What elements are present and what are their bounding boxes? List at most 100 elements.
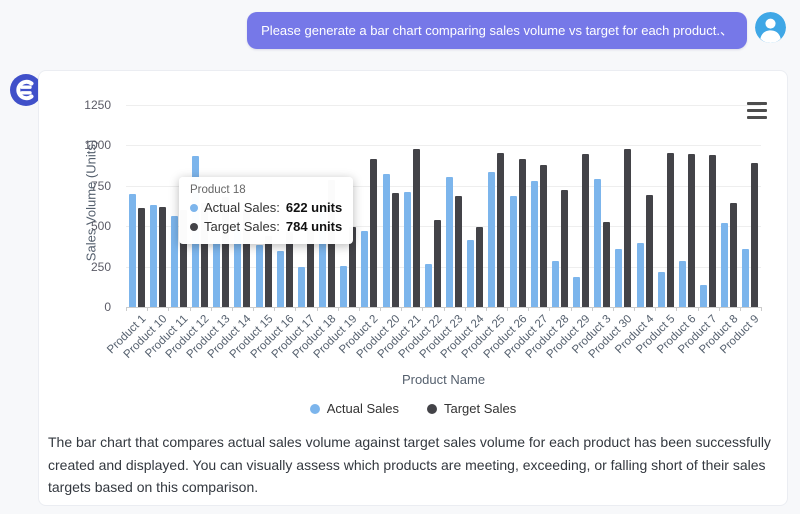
chart-tooltip: Product 18 Actual Sales: 622 units Target… [179,177,354,244]
user-avatar-icon [755,12,786,43]
bar-actual-sales-product-24[interactable] [467,240,475,307]
bar-target-sales-product-27[interactable] [539,165,547,307]
y-axis-tick-label: 750 [90,178,111,193]
bar-actual-sales-product-4[interactable] [636,242,644,307]
x-axis-tick [168,307,170,311]
hamburger-menu-icon[interactable] [747,102,767,119]
bar-target-sales-product-23[interactable] [455,196,462,307]
bar-target-sales-product-8[interactable] [730,203,738,307]
bar-target-sales-product-2[interactable] [370,158,378,307]
bar-actual-sales-product-23[interactable] [446,176,453,307]
gridline [126,266,761,268]
bar-target-sales-product-17[interactable] [306,229,314,307]
gridline [126,226,761,227]
legend-label: Actual Sales [326,401,399,416]
bar-target-sales-product-24[interactable] [476,226,484,307]
x-axis-tick [612,307,614,311]
bar-target-sales-product-1[interactable] [137,208,145,307]
bar-target-sales-product-14[interactable] [243,211,251,307]
x-axis-tick [443,307,445,311]
x-axis-tick [358,307,360,311]
bar-actual-sales-product-21[interactable] [403,191,411,307]
x-axis-tick [591,307,593,311]
bar-actual-sales-product-17[interactable] [297,267,305,307]
x-axis-tick [761,307,762,311]
gridline [126,185,761,187]
chart-legend: Actual Sales Target Sales [39,401,787,416]
bar-target-sales-product-19[interactable] [349,226,357,307]
bar-actual-sales-product-14[interactable] [234,222,242,307]
bar-actual-sales-product-16[interactable] [276,251,284,307]
bar-actual-sales-product-1[interactable] [128,193,136,307]
bar-target-sales-product-15[interactable] [264,235,272,307]
bar-actual-sales-product-20[interactable] [382,174,390,307]
x-axis-tick [655,307,657,311]
x-axis-tick [295,307,297,311]
bar-target-sales-product-3[interactable] [603,221,611,307]
x-axis-tick [231,307,233,311]
legend-item-target-sales[interactable]: Target Sales [427,401,516,416]
assistant-response-card: Sales Volume (Units) 0 250 500 750 1000 1250 … [38,70,788,506]
bar-actual-sales-product-22[interactable] [424,263,432,307]
bar-actual-sales-product-27[interactable] [530,181,538,307]
bar-target-sales-product-6[interactable] [687,153,695,307]
tooltip-series-dot-icon [190,203,198,212]
bar-target-sales-product-28[interactable] [560,189,568,307]
y-axis-tick-label: 250 [90,259,111,274]
x-axis-tick [697,307,699,311]
x-axis-tick [739,307,741,311]
bar-target-sales-product-10[interactable] [158,206,166,307]
bar-target-sales-product-7[interactable] [709,154,716,307]
bar-actual-sales-product-8[interactable] [721,222,729,307]
x-axis-tick [380,307,381,311]
bar-actual-sales-product-11[interactable] [170,216,178,307]
bar-actual-sales-product-30[interactable] [615,249,623,307]
x-axis-tick [147,307,149,311]
bar-actual-sales-product-9[interactable] [742,249,750,307]
bar-actual-sales-product-13[interactable] [213,242,221,307]
bar-target-sales-product-5[interactable] [666,153,674,307]
bar-target-sales-product-13[interactable] [222,196,230,307]
bar-target-sales-product-12[interactable] [201,203,208,307]
bar-actual-sales-product-15[interactable] [255,245,263,307]
x-axis-tick [126,307,127,311]
bar-actual-sales-product-7[interactable] [700,284,707,307]
bar-target-sales-product-22[interactable] [433,219,441,307]
y-axis-tick-label: 1000 [84,138,111,152]
x-axis-tick [676,307,678,311]
x-axis-tick [189,307,191,311]
bar-actual-sales-product-2[interactable] [361,230,369,307]
bar-target-sales-product-20[interactable] [391,192,399,307]
x-axis-tick [570,307,572,311]
bar-actual-sales-product-19[interactable] [340,265,348,307]
bar-actual-sales-product-26[interactable] [509,196,517,307]
tooltip-series-dot-icon [190,222,198,231]
bar-actual-sales-product-5[interactable] [657,272,665,307]
legend-item-actual-sales[interactable]: Actual Sales [309,401,399,416]
bar-target-sales-product-30[interactable] [624,149,632,307]
bar-actual-sales-product-18[interactable] [319,206,326,307]
bar-actual-sales-product-10[interactable] [149,204,157,307]
bar-target-sales-product-11[interactable] [179,209,187,307]
x-axis-tick [337,307,339,311]
bar-actual-sales-product-28[interactable] [551,261,559,307]
gridline [126,104,761,106]
user-message-row: Please generate a bar chart comparing sa… [247,12,786,49]
bar-actual-sales-product-25[interactable] [488,172,496,307]
tooltip-row: Target Sales: 784 units [190,217,342,236]
bar-target-sales-product-16[interactable] [285,232,293,307]
bar-target-sales-product-29[interactable] [582,153,589,307]
bar-target-sales-product-21[interactable] [412,149,420,307]
x-axis-tick [528,307,530,311]
bar-target-sales-product-9[interactable] [751,162,759,307]
bar-actual-sales-product-6[interactable] [678,261,686,307]
gridline [126,145,761,146]
bar-actual-sales-product-29[interactable] [573,277,580,307]
bar-target-sales-product-4[interactable] [645,194,653,307]
bar-target-sales-product-26[interactable] [518,158,526,307]
bar-actual-sales-product-3[interactable] [594,179,602,307]
x-axis-tick [210,307,212,311]
chart-plot-area [126,96,762,311]
x-axis-tick [485,307,487,311]
bar-target-sales-product-25[interactable] [497,153,505,307]
